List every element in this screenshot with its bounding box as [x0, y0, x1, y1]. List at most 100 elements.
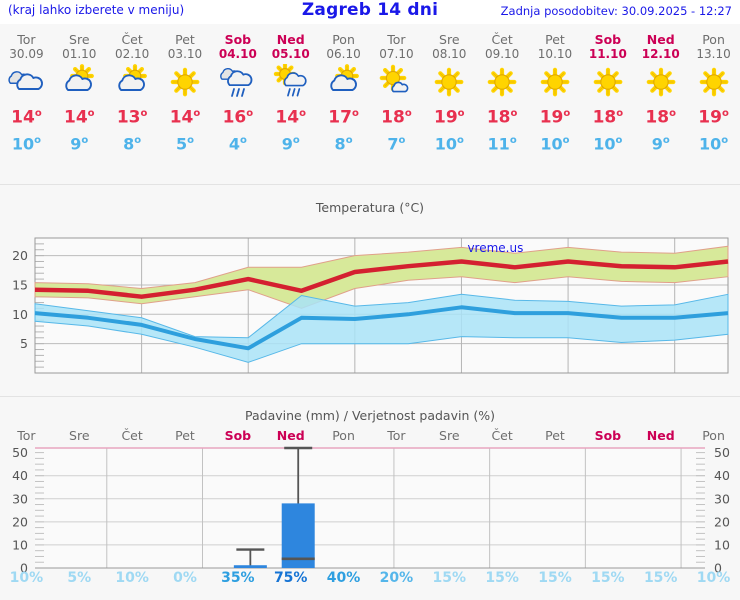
day-of-week-label: Sre [439, 32, 460, 47]
mostly-sunny-icon [370, 64, 423, 102]
cloudy-icon [0, 64, 53, 102]
precip-day-label: Sob [594, 428, 622, 443]
precip-day-label: Pet [175, 428, 195, 443]
day-date-label: 07.10 [379, 47, 414, 61]
svg-text:5: 5 [20, 336, 28, 351]
day-date-label: 02.10 [114, 47, 150, 61]
svg-text:40: 40 [714, 468, 730, 483]
svg-text:30: 30 [12, 491, 28, 506]
day-column[interactable]: Čet 02.10 13o 8o [106, 24, 159, 155]
day-of-week-label: Ned [276, 32, 305, 47]
day-of-week-label: Tor [17, 32, 36, 47]
precipitation-chart-title: Padavine (mm) / Verjetnost padavin (%) [245, 408, 495, 423]
temperature-chart: Temperatura (°C) 5 10 15 20 vreme.us [0, 186, 740, 391]
precipitation-chart: Padavine (mm) / Verjetnost padavin (%) T… [0, 398, 740, 600]
daily-forecast-strip: Tor 30.09 14o 10o Sre 01.10 14o 9o Čet 02.… [0, 24, 740, 172]
precip-probability-value: 35% [221, 570, 255, 586]
max-temp-value: 19o [698, 107, 729, 128]
min-temp-value: 9o [70, 133, 89, 153]
divider-bottom [0, 396, 740, 397]
day-column[interactable]: Pon 13.10 19o 10o [687, 24, 740, 155]
precip-probability-value: 10% [696, 570, 731, 586]
min-temp-value: 4o [228, 133, 247, 153]
day-date-label: 12.10 [641, 47, 680, 61]
day-column[interactable]: Tor 30.09 14o 10o [0, 24, 53, 155]
precip-day-label: Čet [491, 428, 513, 443]
precip-probability-value: 15% [485, 570, 519, 586]
max-temp-value: 13o [116, 107, 148, 128]
min-temp-value: 10o [593, 133, 623, 153]
sunny-icon [581, 64, 634, 102]
day-column[interactable]: Pet 03.10 14o 5o [159, 24, 212, 155]
day-column[interactable]: Pon 06.10 17o 8o [317, 24, 370, 155]
day-column[interactable]: Ned 12.10 18o 9o [634, 24, 687, 155]
svg-text:vreme.us: vreme.us [467, 241, 523, 255]
precip-day-label: Ned [646, 428, 675, 443]
day-column[interactable]: Sre 01.10 14o 9o [53, 24, 106, 155]
sunny-icon [529, 64, 582, 102]
day-column[interactable]: Sob 04.10 16o 4o [211, 24, 264, 155]
day-of-week-label: Sre [69, 32, 90, 47]
day-of-week-label: Pon [332, 32, 355, 47]
svg-text:20: 20 [714, 514, 730, 529]
cloudy-rain-icon [211, 64, 264, 102]
svg-text:10: 10 [12, 537, 28, 552]
day-of-week-label: Sob [224, 32, 252, 47]
svg-text:0: 0 [20, 561, 28, 576]
day-of-week-label: Ned [646, 32, 675, 47]
max-temp-value: 14o [169, 107, 201, 128]
day-of-week-label: Čet [491, 32, 513, 47]
location-hint: (kraj lahko izberete v meniju) [8, 3, 185, 17]
max-temp-value: 18o [486, 107, 518, 128]
day-column[interactable]: Ned 05.10 14o 9o [264, 24, 317, 155]
partly-cloudy-icon [106, 64, 159, 102]
day-of-week-label: Tor [387, 32, 406, 47]
day-date-label: 09.10 [484, 47, 520, 61]
precip-probability-value: 0% [173, 570, 197, 586]
day-date-label: 13.10 [696, 47, 731, 61]
day-date-label: 08.10 [432, 47, 467, 61]
day-of-week-label: Čet [121, 32, 143, 47]
day-date-label: 04.10 [218, 47, 257, 61]
precip-probability-value: 15% [538, 570, 572, 586]
max-temp-value: 18o [381, 107, 412, 128]
page-header: (kraj lahko izberete v meniju) Zagreb 14… [0, 0, 740, 24]
day-column[interactable]: Tor 07.10 18o 7o [370, 24, 423, 155]
max-temp-value: 18o [592, 107, 624, 128]
day-column[interactable]: Sob 11.10 18o 10o [581, 24, 634, 155]
min-temp-value: 7o [387, 133, 406, 153]
min-temp-value: 10o [698, 133, 729, 153]
min-temp-value: 5o [175, 133, 194, 153]
day-of-week-label: Pet [545, 32, 565, 47]
min-temp-value: 10o [434, 133, 464, 153]
sunny-icon [687, 64, 740, 102]
day-column[interactable]: Pet 10.10 19o 10o [529, 24, 582, 155]
day-column[interactable]: Čet 09.10 18o 11o [476, 24, 529, 155]
day-date-label: 05.10 [271, 47, 310, 61]
max-temp-value: 14o [63, 107, 95, 128]
max-temp-value: 19o [539, 107, 571, 128]
precip-probability-value: 5% [67, 570, 92, 586]
svg-text:50: 50 [12, 445, 28, 460]
min-temp-value: 10o [540, 133, 570, 153]
day-of-week-label: Sob [594, 32, 622, 47]
svg-text:20: 20 [12, 514, 28, 529]
svg-text:40: 40 [12, 468, 28, 483]
precip-day-label: Pon [332, 428, 355, 443]
max-temp-value: 14o [275, 107, 306, 128]
day-column[interactable]: Sre 08.10 19o 10o [423, 24, 476, 155]
partly-cloudy-icon [53, 64, 106, 102]
sunny-icon [476, 64, 529, 102]
precip-day-label: Tor [17, 428, 36, 443]
precip-probability-value: 40% [326, 570, 361, 586]
svg-text:10: 10 [12, 307, 28, 322]
day-date-label: 01.10 [62, 47, 97, 61]
partly-cloudy-icon [317, 64, 370, 102]
precip-probability-value: 10% [115, 570, 149, 586]
day-of-week-label: Pet [175, 32, 195, 47]
day-date-label: 10.10 [537, 47, 573, 61]
svg-text:30: 30 [714, 491, 730, 506]
svg-text:50: 50 [714, 445, 730, 460]
sunny-icon [159, 64, 212, 102]
precip-day-label: Pon [702, 428, 725, 443]
